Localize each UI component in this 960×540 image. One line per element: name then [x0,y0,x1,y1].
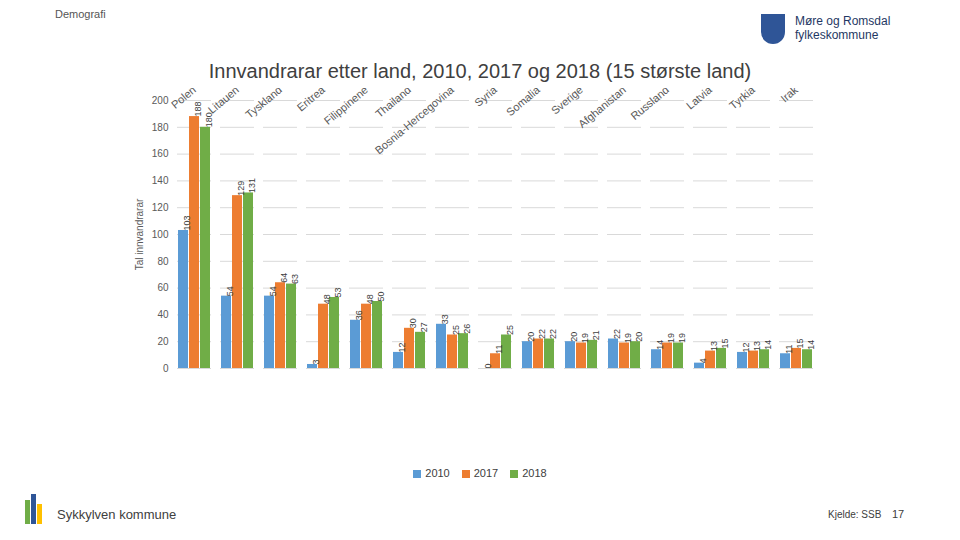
html-text:Innvandrarar etter land, 2010,: Innvandrarar etter land, 2010, 2017 og 2… [208,60,752,82]
svg-text:60: 60 [157,282,169,293]
svg-text:19: 19 [623,333,633,343]
svg-text:Syria: Syria [472,88,500,109]
svg-text:Bosnia-Hercegovina: Bosnia-Hercegovina [372,88,456,156]
svg-text:11: 11 [784,344,794,353]
svg-text:48: 48 [365,294,375,304]
svg-text:129: 129 [236,181,246,196]
html-text:Demografi: Demografi [55,8,106,20]
html-text:17: 17 [892,508,905,520]
svg-text:Tyrkia: Tyrkia [727,88,758,112]
svg-text:Latvia: Latvia [684,88,715,112]
svg-text:19: 19 [677,333,687,343]
svg-text:21: 21 [591,330,601,340]
svg-text:20: 20 [526,332,536,342]
svg-text:Russland: Russland [628,88,671,122]
svg-text:131: 131 [247,178,257,193]
svg-text:160: 160 [152,148,169,159]
svg-text:12: 12 [397,342,407,352]
svg-text:14: 14 [806,340,816,350]
svg-text:54: 54 [225,286,235,296]
html-text:2017: 2017 [473,467,499,479]
svg-text:14: 14 [655,340,665,350]
svg-text:22: 22 [537,329,547,339]
svg-text:14: 14 [763,340,773,350]
svg-text:120: 120 [152,202,169,213]
svg-text:26: 26 [462,324,472,334]
svg-text:63: 63 [290,274,300,284]
svg-text:22: 22 [548,329,558,339]
svg-text:188: 188 [193,102,203,117]
svg-text:27: 27 [419,322,429,332]
svg-text:20: 20 [569,332,579,342]
svg-text:13: 13 [709,341,719,351]
svg-text:180: 180 [204,112,215,128]
html-text:Sykkylven kommune: Sykkylven kommune [57,507,177,522]
svg-text:Somalia: Somalia [504,88,543,118]
html-text:2018: 2018 [522,467,547,479]
svg-text:40: 40 [157,309,169,320]
svg-text:33: 33 [440,314,450,324]
svg-text:100: 100 [152,229,169,240]
html-text:Kjelde: SSB: Kjelde: SSB [828,509,882,520]
svg-text:Eritrea: Eritrea [295,88,328,113]
svg-text:15: 15 [795,338,805,348]
svg-text:Thailand: Thailand [373,88,413,120]
svg-text:54: 54 [268,286,278,296]
svg-text:20: 20 [157,336,169,347]
svg-text:Polen: Polen [169,88,198,111]
svg-text:15: 15 [720,338,730,348]
svg-text:25: 25 [505,325,515,335]
svg-text:50: 50 [376,291,386,301]
html-text:fylkeskommune: fylkeskommune [795,28,879,42]
svg-text:13: 13 [752,341,762,351]
svg-text:48: 48 [322,294,332,304]
svg-text:80: 80 [157,256,169,267]
svg-text:20: 20 [634,332,644,342]
svg-text:0: 0 [483,363,493,368]
svg-text:Sverige: Sverige [549,88,585,117]
svg-text:Afghanistan: Afghanistan [576,88,628,130]
svg-text:200: 200 [152,95,169,106]
svg-text:64: 64 [279,273,289,283]
svg-text:180: 180 [152,122,169,133]
svg-text:Irak: Irak [778,88,800,104]
svg-text:11: 11 [494,344,504,353]
svg-text:Tal innvandrarar: Tal innvandrarar [134,198,145,270]
svg-text:0: 0 [163,363,169,374]
svg-text:103: 103 [182,215,192,230]
svg-text:140: 140 [152,175,169,186]
svg-text:Filippinene: Filippinene [322,88,370,127]
svg-text:25: 25 [451,325,461,335]
svg-text:12: 12 [741,342,751,352]
svg-text:30: 30 [408,318,418,328]
svg-text:19: 19 [580,333,590,343]
svg-text:22: 22 [612,329,622,339]
svg-text:36: 36 [354,310,364,320]
html-text:2010: 2010 [425,467,450,479]
svg-text:Litauen: Litauen [206,88,241,116]
svg-text:3: 3 [311,359,321,364]
svg-text:Tyskland: Tyskland [243,88,284,121]
svg-text:4: 4 [698,358,708,363]
svg-text:53: 53 [333,287,343,297]
html-text:Møre og Romsdal: Møre og Romsdal [795,14,891,28]
svg-text:19: 19 [666,333,676,343]
